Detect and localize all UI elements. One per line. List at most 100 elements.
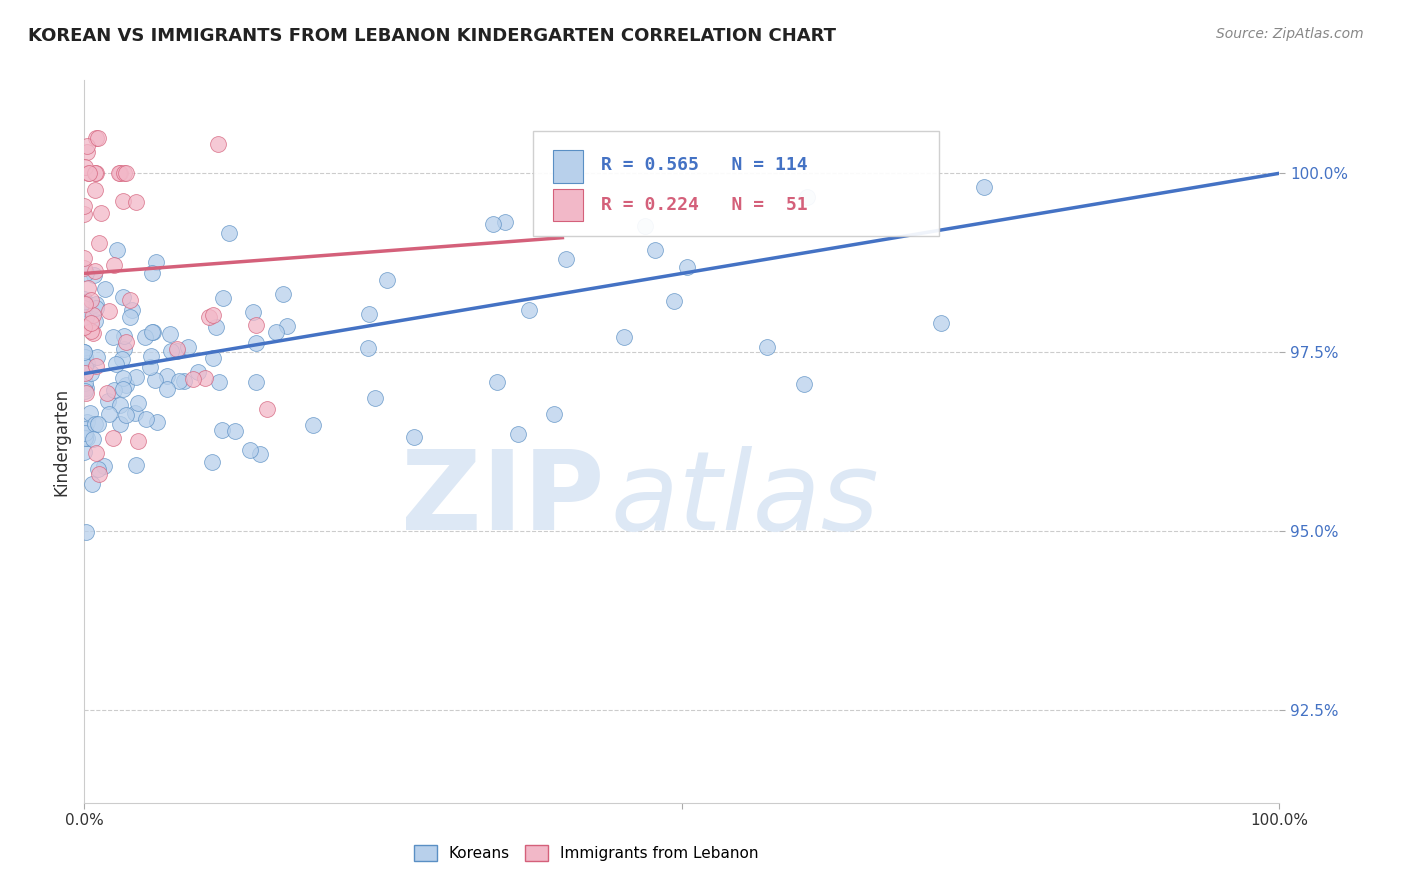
Y-axis label: Kindergarten: Kindergarten [52, 387, 70, 496]
Point [75, 381, 97, 395]
Point [77, 281, 100, 295]
Point [84, 359, 107, 373]
Point [79, 293, 101, 307]
Point [75, 310, 97, 324]
Text: Source: ZipAtlas.com: Source: ZipAtlas.com [1216, 27, 1364, 41]
Point [508, 427, 530, 442]
Text: R = 0.224   N =  51: R = 0.224 N = 51 [600, 195, 807, 213]
Point [264, 325, 287, 339]
Point [112, 194, 135, 208]
Point [73, 297, 96, 311]
Point [114, 408, 136, 422]
Point [134, 330, 156, 344]
Point [634, 219, 657, 233]
Point [404, 430, 426, 444]
Point [79, 366, 101, 380]
Point [73, 319, 96, 334]
Point [73, 260, 96, 275]
Point [482, 217, 505, 231]
Point [73, 207, 96, 221]
Point [108, 398, 131, 412]
Point [194, 371, 217, 385]
Point [613, 329, 636, 343]
Point [83, 314, 105, 328]
Point [97, 407, 120, 421]
Point [86, 350, 108, 364]
Point [84, 446, 107, 460]
Point [76, 138, 98, 153]
Point [249, 447, 271, 461]
Point [101, 431, 124, 445]
Point [124, 458, 146, 472]
Point [207, 375, 229, 389]
Point [84, 166, 107, 180]
Point [73, 294, 96, 309]
Point [756, 340, 779, 354]
Point [796, 190, 818, 204]
Point [114, 166, 136, 180]
Point [80, 324, 103, 338]
Point [201, 308, 224, 322]
Point [105, 357, 128, 371]
Point [101, 330, 124, 344]
Point [105, 243, 128, 257]
Point [238, 442, 260, 457]
Point [84, 130, 107, 145]
Point [80, 316, 103, 330]
Point [127, 434, 149, 448]
Point [76, 145, 98, 159]
Point [543, 408, 565, 422]
Point [211, 424, 233, 438]
Point [173, 374, 195, 388]
Point [125, 194, 148, 209]
Point [76, 415, 98, 429]
Point [82, 326, 104, 340]
Point [103, 258, 125, 272]
Point [276, 319, 298, 334]
Point [118, 293, 141, 307]
Point [256, 401, 278, 416]
Point [110, 417, 132, 431]
Point [793, 376, 815, 391]
Point [124, 406, 146, 420]
Point [111, 371, 134, 385]
Point [224, 424, 246, 438]
Point [127, 395, 149, 409]
Point [218, 226, 240, 240]
Point [375, 273, 398, 287]
Point [77, 166, 100, 180]
Point [76, 356, 98, 370]
Text: atlas: atlas [610, 446, 879, 553]
Point [111, 352, 134, 367]
Point [156, 382, 179, 396]
Point [79, 406, 101, 420]
Point [73, 351, 96, 365]
Point [301, 417, 323, 432]
Point [198, 310, 221, 324]
Point [555, 252, 578, 267]
Point [115, 334, 138, 349]
Point [134, 411, 156, 425]
Point [357, 341, 380, 355]
Point [112, 342, 135, 356]
Point [245, 375, 267, 389]
Point [160, 343, 183, 358]
Point [73, 422, 96, 436]
Point [929, 316, 952, 330]
Point [494, 215, 516, 229]
Bar [553, 151, 582, 183]
Point [146, 415, 169, 429]
Point [86, 301, 108, 315]
Point [89, 236, 111, 251]
Point [166, 343, 188, 358]
Text: KOREAN VS IMMIGRANTS FROM LEBANON KINDERGARTEN CORRELATION CHART: KOREAN VS IMMIGRANTS FROM LEBANON KINDER… [28, 27, 837, 45]
Point [644, 243, 666, 257]
Point [359, 308, 381, 322]
Point [141, 325, 163, 339]
Point [187, 366, 209, 380]
Point [138, 360, 160, 375]
Legend: Koreans, Immigrants from Lebanon: Koreans, Immigrants from Lebanon [408, 839, 765, 867]
Point [141, 266, 163, 280]
Text: R = 0.565   N = 114: R = 0.565 N = 114 [600, 156, 807, 174]
Point [75, 376, 97, 390]
